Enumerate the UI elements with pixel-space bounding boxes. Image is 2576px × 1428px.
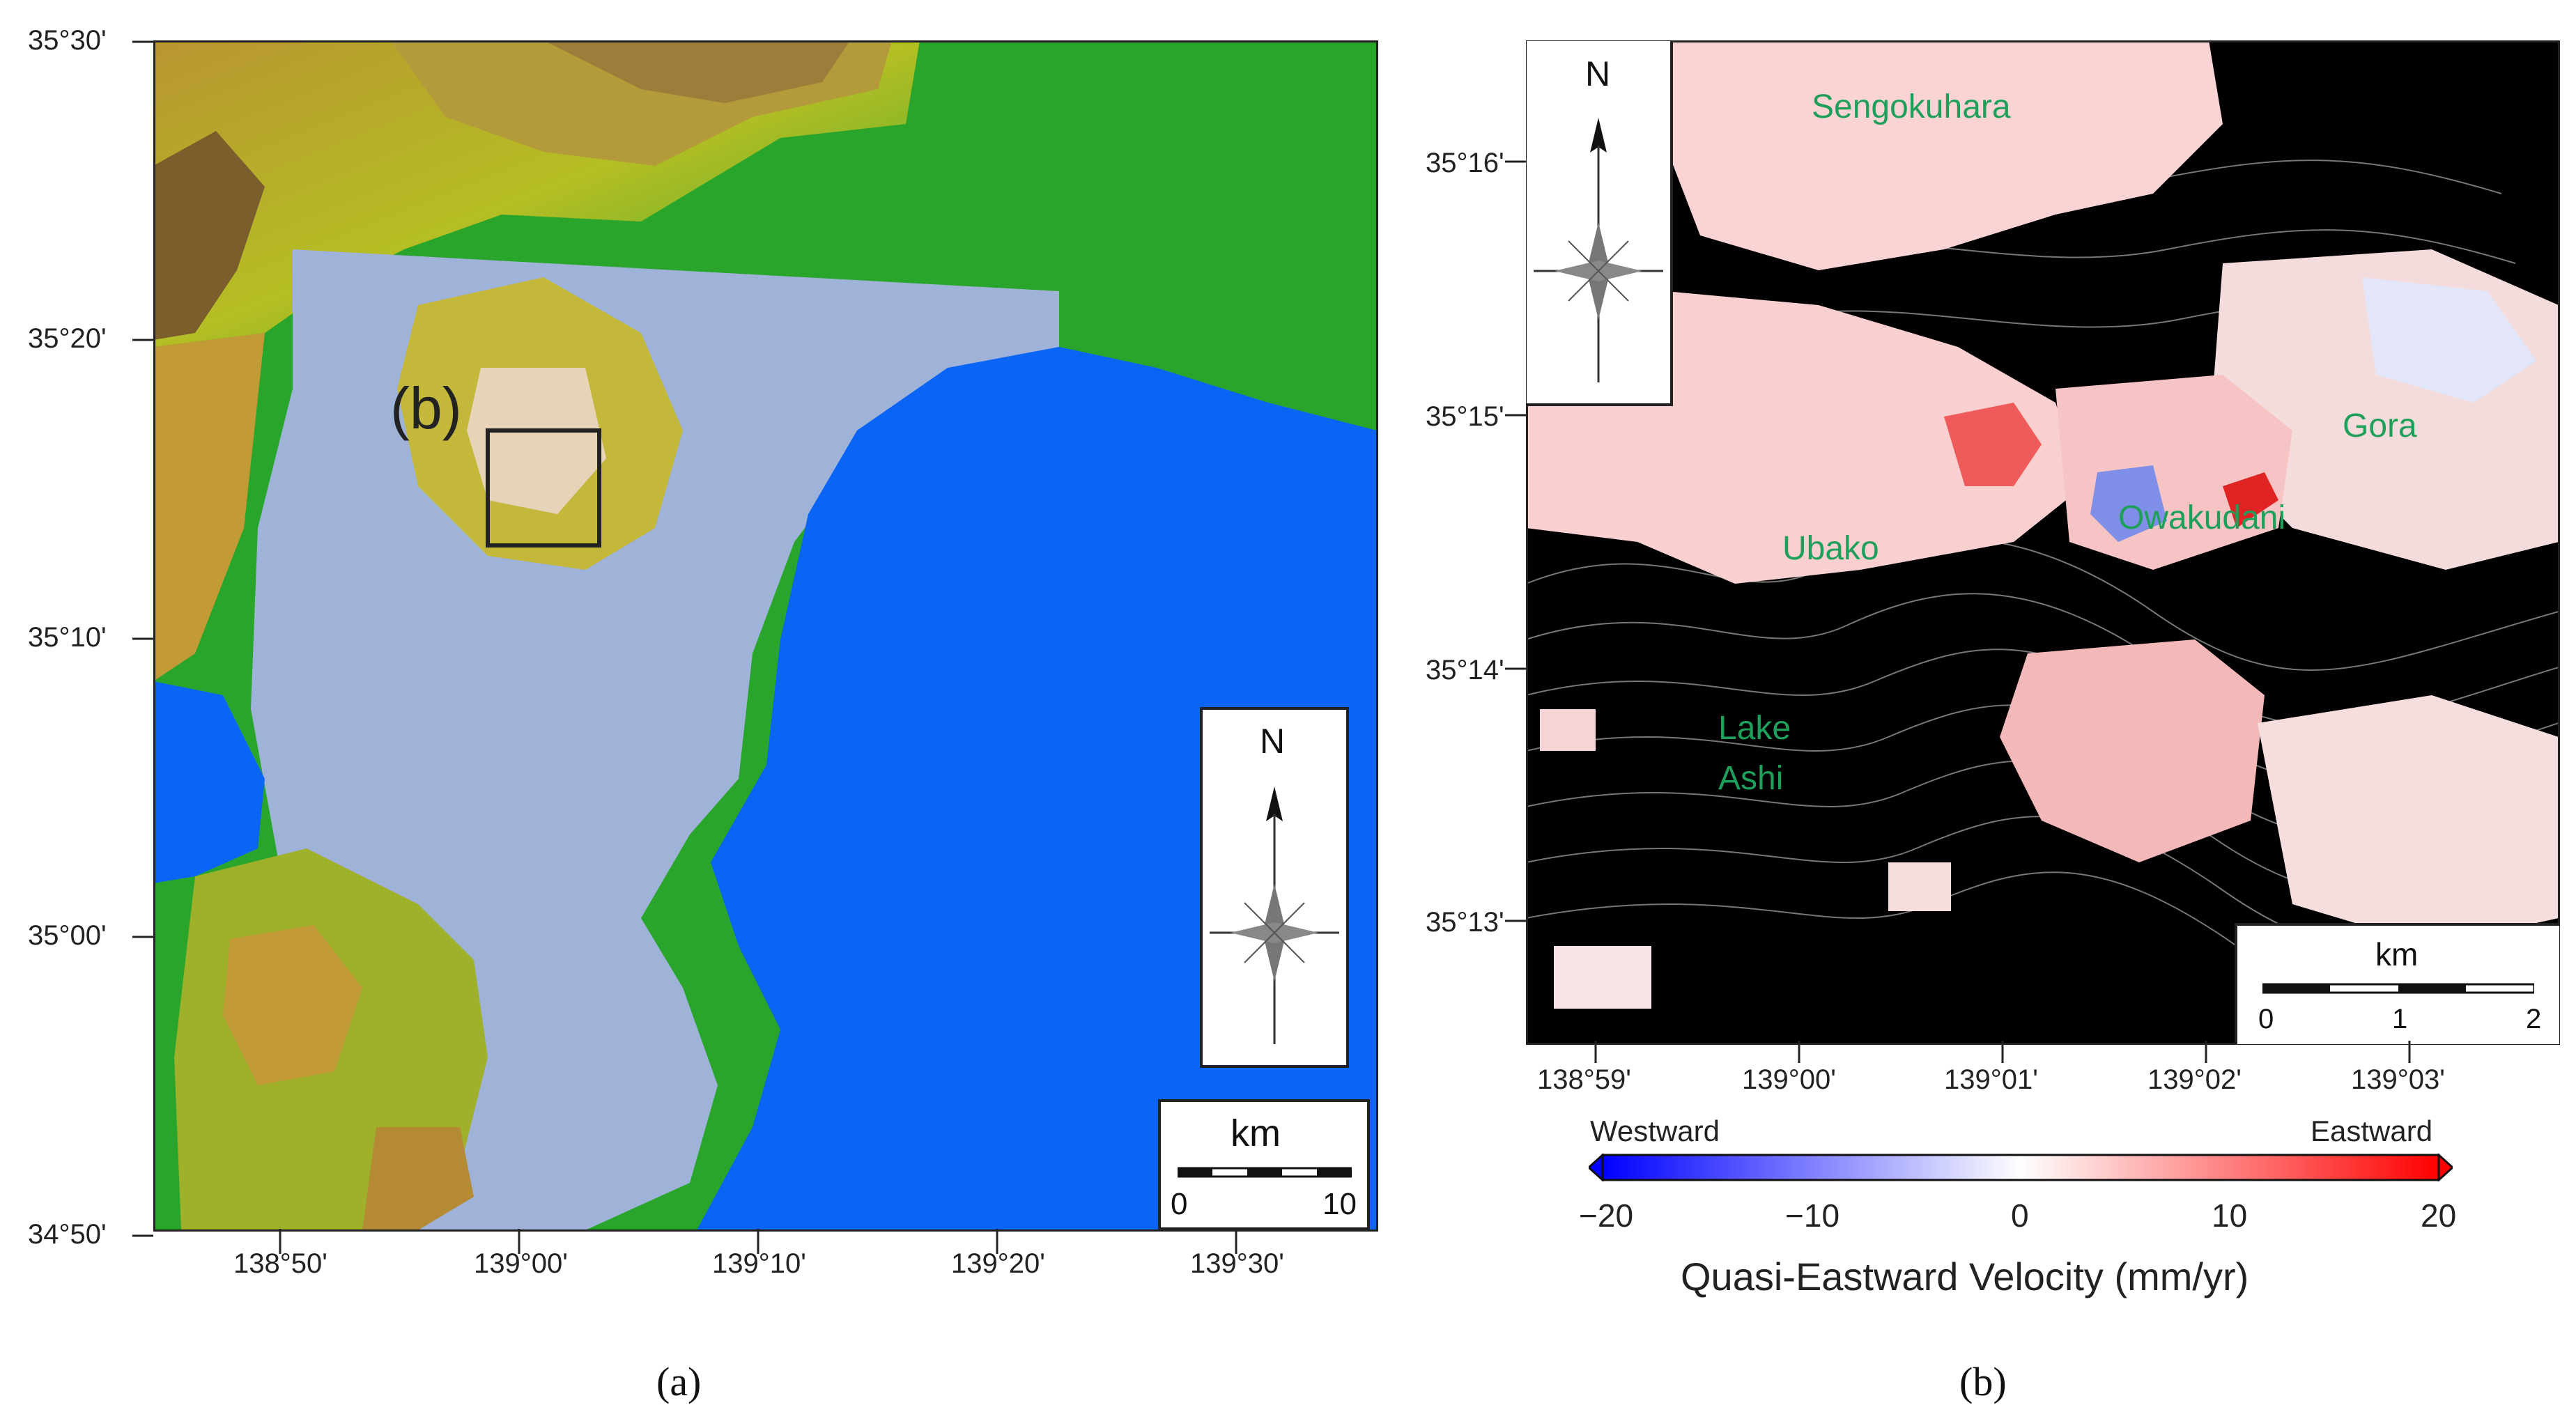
scale-tick-label: 2 [2526,1004,2542,1034]
lon-tick-label: 139°03' [2351,1064,2445,1095]
scale-end-label: 10 [1322,1187,1357,1221]
panel-b-map [1526,40,2559,1043]
scale-bar-box: km 0 10 [1158,1099,1370,1230]
west-hills [153,333,265,681]
north-ridge-high [543,40,850,103]
colorbar-tick-label: −10 [1785,1197,1840,1234]
panel-a-tick-marks [132,40,1237,1254]
panel-b-frame [1526,40,2560,1045]
gora-blue [2362,277,2536,403]
compass-rose-icon [1534,118,1663,382]
panel-b-tick-marks [1505,160,2411,1063]
north-arrow-box: N [1200,707,1349,1068]
panel-a-frame [153,40,1378,1232]
izu-peaks-south [362,1127,474,1230]
scale-unit-label: km [1231,1112,1281,1154]
lat-tick-label: 35°10' [28,622,107,653]
lon-tick-label: 139°02' [2147,1064,2242,1095]
compass-rose-icon [1210,786,1339,1044]
place-label-ubako: Ubako [1782,530,1879,567]
south-east-patch [2258,695,2559,946]
scale-start-label: 0 [1171,1187,1188,1221]
panel-a-caption: (a) [656,1359,702,1404]
scale-bar-box: km 0 1 2 [2235,923,2559,1044]
colorbar [1589,1154,2453,1181]
lat-tick-label: 35°00' [28,920,107,951]
panel-b-caption: (b) [1959,1359,2007,1404]
colorbar-tick-label: 0 [2011,1197,2029,1234]
lat-tick-label: 35°16' [1426,148,1504,178]
lon-tick-label: 138°59' [1537,1064,1631,1095]
colorbar-left-label: Westward [1590,1115,1720,1147]
panel-b-extent-box [486,428,601,548]
scale-unit-label: km [2375,936,2419,972]
pixel-patch [1888,862,1951,911]
place-label-ashi: Ashi [1718,760,1784,797]
owakudani-red [2223,472,2278,528]
colorbar-right-label: Eastward [2311,1115,2433,1147]
hakone-caldera [467,368,606,514]
lat-tick-label: 35°14' [1426,655,1504,685]
panel-a-map [153,40,1377,1230]
lat-tick-label: 35°30' [28,25,107,56]
highest-peaks [153,131,265,340]
inset-label: (b) [390,375,462,441]
panel-a: (b) 35°30' 35°20' 35°10' 35°00' 34°50' 1… [28,25,1378,1404]
lon-tick-label: 139°00' [1742,1064,1836,1095]
place-label-lake: Lake [1718,710,1791,747]
colorbar-tick-label: −20 [1579,1197,1634,1234]
colorbar-tick-label: 10 [2212,1197,2248,1234]
north-arrow-box: N [1527,41,1673,406]
lat-tick-label: 35°13' [1426,907,1504,938]
lat-tick-label: 35°15' [1426,401,1504,432]
colorbar-tick-label: 20 [2421,1197,2457,1234]
scale-bar-graphic [2262,983,2534,994]
pixel-patch [1540,709,1596,751]
scale-tick-label: 1 [2392,1004,2408,1034]
colorbar-title: Quasi-Eastward Velocity (mm/yr) [1681,1255,2249,1298]
sengokuhara-patch [1665,40,2223,270]
scale-bar-graphic [1178,1167,1352,1178]
north-label: N [1585,54,1611,93]
north-label: N [1260,722,1286,761]
place-label-sengokuhara: Sengokuhara [1812,88,2011,125]
lon-tick-label: 139°01' [1944,1064,2038,1095]
lat-tick-label: 34°50' [28,1219,107,1250]
suruga-bay [153,681,265,883]
scale-tick-label: 0 [2258,1004,2274,1034]
panel-b: Sengokuhara Gora Owakudani Ubako Lake As… [1394,0,2576,1428]
colorbar-max-arrow [2437,1154,2453,1181]
lat-tick-label: 35°20' [28,323,107,354]
ubako-strong [1944,403,2042,486]
izu-peaks [223,925,362,1085]
pixel-patch [1554,946,1651,1009]
place-label-gora: Gora [2343,408,2417,444]
south-central-patch [2000,639,2265,862]
colorbar-gradient [1601,1154,2440,1181]
owakudani-blue [2090,465,2167,542]
lon-tick-label: 139°00' [474,1248,568,1279]
colorbar-min-arrow [1589,1154,1604,1181]
place-label-owakudani: Owakudani [2118,499,2286,536]
